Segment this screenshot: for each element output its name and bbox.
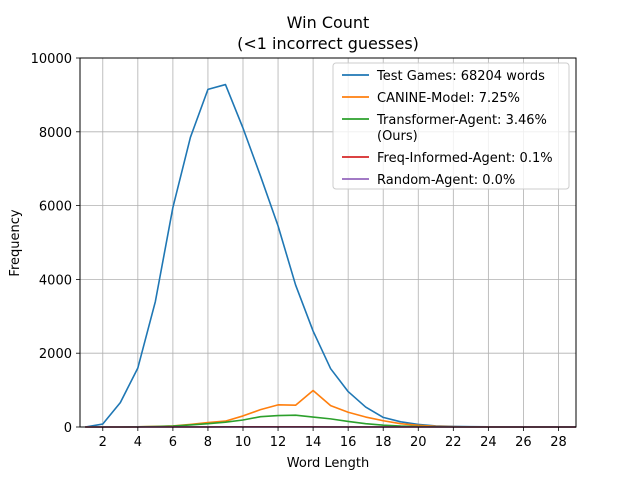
x-tick-label: 2 <box>99 435 107 450</box>
x-tick-label: 20 <box>410 435 427 450</box>
x-tick-label: 10 <box>235 435 252 450</box>
x-tick-label: 6 <box>169 435 177 450</box>
x-tick-label: 24 <box>480 435 497 450</box>
x-tick-label: 28 <box>550 435 567 450</box>
x-tick-label: 12 <box>270 435 287 450</box>
axis-ticks: 2 4 6 8 10 12 14 16 18 20 22 24 26 280200040006000800… <box>31 52 567 450</box>
legend: Test Games: 68204 words CANINE-Model: 7.2… <box>332 62 570 190</box>
series-line-1 <box>85 389 576 428</box>
y-tick-label: 0 <box>64 421 72 436</box>
x-tick-label: 8 <box>204 435 212 450</box>
plot-frame <box>79 57 577 428</box>
legend-label-0: Test Games: 68204 words <box>376 69 545 84</box>
y-tick-label: 4000 <box>39 273 72 288</box>
x-tick-label: 4 <box>134 435 142 450</box>
x-tick-label: 18 <box>375 435 392 450</box>
legend-label-4: Random-Agent: 0.0% <box>377 173 515 188</box>
legend-label-2: Transformer-Agent: 3.46% (Ours) <box>376 113 547 144</box>
legend-label-1: CANINE-Model: 7.25% <box>377 91 520 106</box>
legend-label-3: Freq-Informed-Agent: 0.1% <box>377 151 553 166</box>
y-tick-label: 6000 <box>39 200 72 215</box>
chart-title: Win Count <box>287 13 370 32</box>
y-tick-label: 10000 <box>31 52 72 67</box>
x-tick-label: 16 <box>340 435 357 450</box>
x-tick-label: 26 <box>515 435 532 450</box>
x-tick-label: 14 <box>305 435 322 450</box>
chart-subtitle: (<1 incorrect guesses) <box>237 34 419 53</box>
x-axis-label: Word Length <box>287 456 369 471</box>
legend-box <box>332 62 570 190</box>
series-line-2 <box>85 414 576 428</box>
y-axis-label: Frequency <box>8 209 23 276</box>
x-tick-label: 22 <box>445 435 462 450</box>
y-tick-label: 8000 <box>39 126 72 141</box>
y-tick-label: 2000 <box>39 347 72 362</box>
